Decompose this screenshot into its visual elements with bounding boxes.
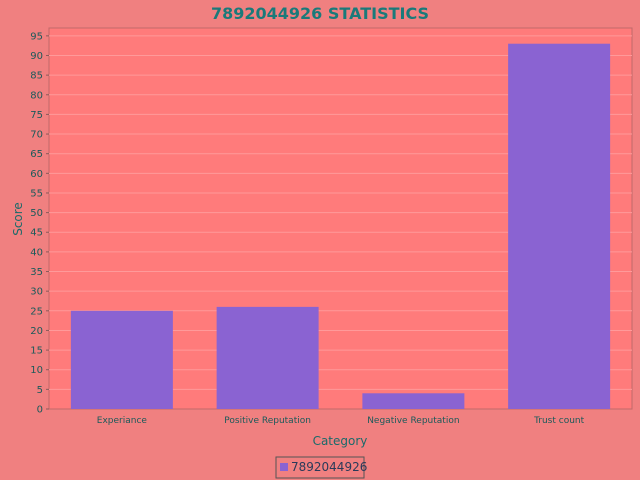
bar [216, 306, 319, 409]
chart-title: 7892044926 STATISTICS [211, 4, 429, 23]
y-axis-label: Score [11, 202, 25, 236]
y-tick-label: 35 [30, 267, 43, 278]
y-tick-label: 45 [30, 228, 43, 239]
y-tick-label: 20 [30, 326, 43, 337]
x-axis-label: Category [313, 434, 368, 448]
y-axis-ticks: 0 5 10 15 20 25 30 35 40 45 50 55 60 65 70 75 80 85 90 95 [30, 31, 49, 416]
legend-label: 7892044926 [291, 460, 367, 474]
y-tick-label: 50 [30, 208, 43, 219]
y-tick-label: 55 [30, 188, 43, 199]
legend-box [275, 456, 365, 479]
y-tick-label: 65 [30, 149, 43, 160]
y-tick-label: 15 [30, 346, 43, 357]
x-category-label: Experiance [97, 416, 148, 426]
x-category-label: Positive Reputation [224, 416, 311, 426]
y-tick-label: 60 [30, 169, 43, 180]
y-tick-label: 5 [37, 385, 43, 396]
y-tick-label: 75 [30, 110, 43, 121]
bar [508, 43, 611, 410]
bar [70, 310, 173, 409]
x-category-label: Negative Reputation [367, 416, 459, 426]
y-tick-label: 95 [30, 31, 43, 42]
y-tick-label: 80 [30, 90, 43, 101]
y-tick-label: 40 [30, 247, 43, 258]
x-category-label: Trust count [533, 416, 585, 426]
legend: 7892044926 [275, 456, 367, 479]
y-tick-label: 90 [30, 51, 43, 62]
y-tick-label: 70 [30, 130, 43, 141]
legend-swatch [280, 463, 288, 471]
y-tick-label: 10 [30, 365, 43, 376]
y-tick-label: 85 [30, 71, 43, 82]
x-axis-categories: Experiance Positive Reputation Negative Re… [97, 416, 585, 426]
y-tick-label: 0 [37, 405, 43, 416]
y-tick-label: 30 [30, 287, 43, 298]
bars [70, 43, 611, 410]
y-tick-label: 25 [30, 306, 43, 317]
bar [362, 393, 465, 409]
